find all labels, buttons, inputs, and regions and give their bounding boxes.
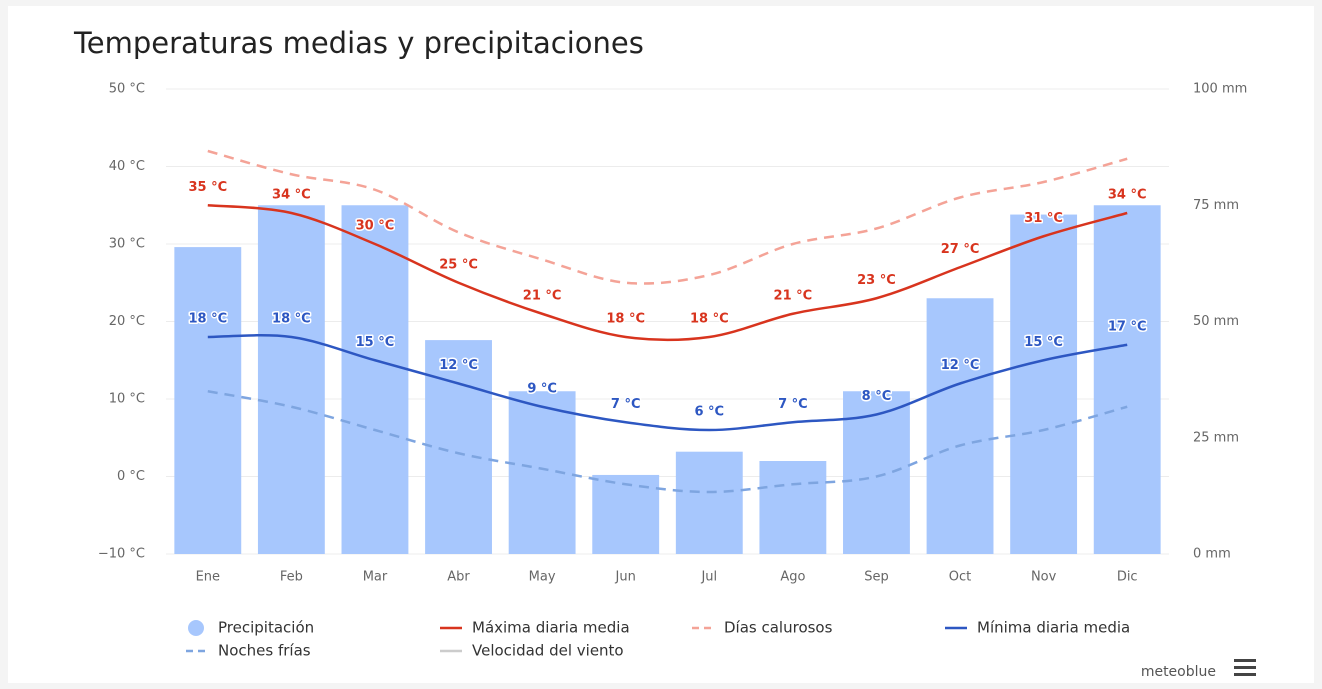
- legend-symbol: [188, 620, 204, 636]
- data-label: 34 °C: [272, 188, 311, 203]
- bar: [508, 391, 576, 554]
- y-tick-label: 10 °C: [109, 392, 145, 407]
- data-label: 9 °C: [527, 381, 557, 396]
- y2-tick-label: 75 mm: [1193, 198, 1239, 213]
- data-label: 35 °C: [188, 180, 227, 195]
- data-label: 21 °C: [774, 288, 813, 303]
- data-label: 31 °C: [1024, 211, 1063, 226]
- data-label: 8 °C: [862, 389, 892, 404]
- x-tick-label: Oct: [949, 570, 971, 585]
- data-label: 12 °C: [941, 358, 980, 373]
- line: [207, 204, 1128, 342]
- bar: [1093, 205, 1161, 554]
- line: [207, 334, 1128, 432]
- data-label: 17 °C: [1108, 319, 1147, 334]
- x-tick-label: Jul: [700, 570, 717, 585]
- y2-tick-label: 0 mm: [1193, 547, 1231, 562]
- data-label: 7 °C: [778, 397, 808, 412]
- bar: [425, 340, 492, 554]
- y-tick-label: 50 °C: [109, 82, 145, 97]
- data-label: 25 °C: [439, 257, 478, 272]
- dashed-line: [207, 149, 1128, 285]
- data-label: 15 °C: [1024, 335, 1063, 350]
- bar: [341, 205, 409, 554]
- x-tick-label: Jun: [615, 570, 636, 585]
- legend-label[interactable]: Velocidad del viento: [472, 642, 624, 660]
- source-label: meteoblue: [1141, 664, 1216, 680]
- x-tick-label: Nov: [1031, 570, 1057, 585]
- y-tick-label: 0 °C: [117, 469, 145, 484]
- data-label: 18 °C: [272, 312, 311, 327]
- x-tick-label: Dic: [1117, 570, 1138, 585]
- data-label: 15 °C: [356, 335, 395, 350]
- y-tick-label: 40 °C: [109, 159, 145, 174]
- data-label: 18 °C: [188, 312, 227, 327]
- x-tick-label: Mar: [363, 570, 388, 585]
- data-label: 21 °C: [523, 288, 562, 303]
- y-tick-label: −10 °C: [98, 547, 145, 562]
- bar: [1010, 214, 1078, 555]
- chart-title: Temperaturas medias y precipitaciones: [73, 26, 644, 60]
- legend-label[interactable]: Máxima diaria media: [472, 619, 630, 637]
- x-tick-label: Ene: [196, 570, 220, 585]
- data-label: 18 °C: [606, 312, 645, 327]
- menu-icon[interactable]: [1234, 659, 1256, 676]
- data-label: 7 °C: [611, 397, 641, 412]
- data-label: 23 °C: [857, 273, 896, 288]
- legend-label[interactable]: Noches frías: [218, 642, 311, 660]
- y-tick-label: 30 °C: [109, 237, 145, 252]
- x-tick-label: May: [529, 570, 556, 585]
- data-label: 18 °C: [690, 312, 729, 327]
- data-label: 12 °C: [439, 358, 478, 373]
- data-label: 6 °C: [694, 405, 724, 420]
- legend-label[interactable]: Mínima diaria media: [977, 619, 1130, 637]
- bar: [675, 451, 743, 554]
- x-tick-label: Sep: [864, 570, 889, 585]
- x-tick-label: Abr: [447, 570, 470, 585]
- x-tick-label: Feb: [280, 570, 303, 585]
- bar: [926, 298, 994, 554]
- data-label: 27 °C: [941, 242, 980, 257]
- legend-label[interactable]: Precipitación: [218, 619, 314, 637]
- bar: [174, 247, 242, 554]
- data-label: 34 °C: [1108, 188, 1147, 203]
- bar: [759, 461, 827, 554]
- legend-label[interactable]: Días calurosos: [724, 619, 833, 637]
- y-tick-label: 20 °C: [109, 314, 145, 329]
- y2-tick-label: 25 mm: [1193, 430, 1239, 445]
- bar: [592, 474, 660, 554]
- y2-tick-label: 50 mm: [1193, 314, 1239, 329]
- y2-tick-label: 100 mm: [1193, 82, 1247, 97]
- x-tick-label: Ago: [780, 570, 805, 585]
- bar: [257, 205, 325, 554]
- data-label: 30 °C: [356, 219, 395, 234]
